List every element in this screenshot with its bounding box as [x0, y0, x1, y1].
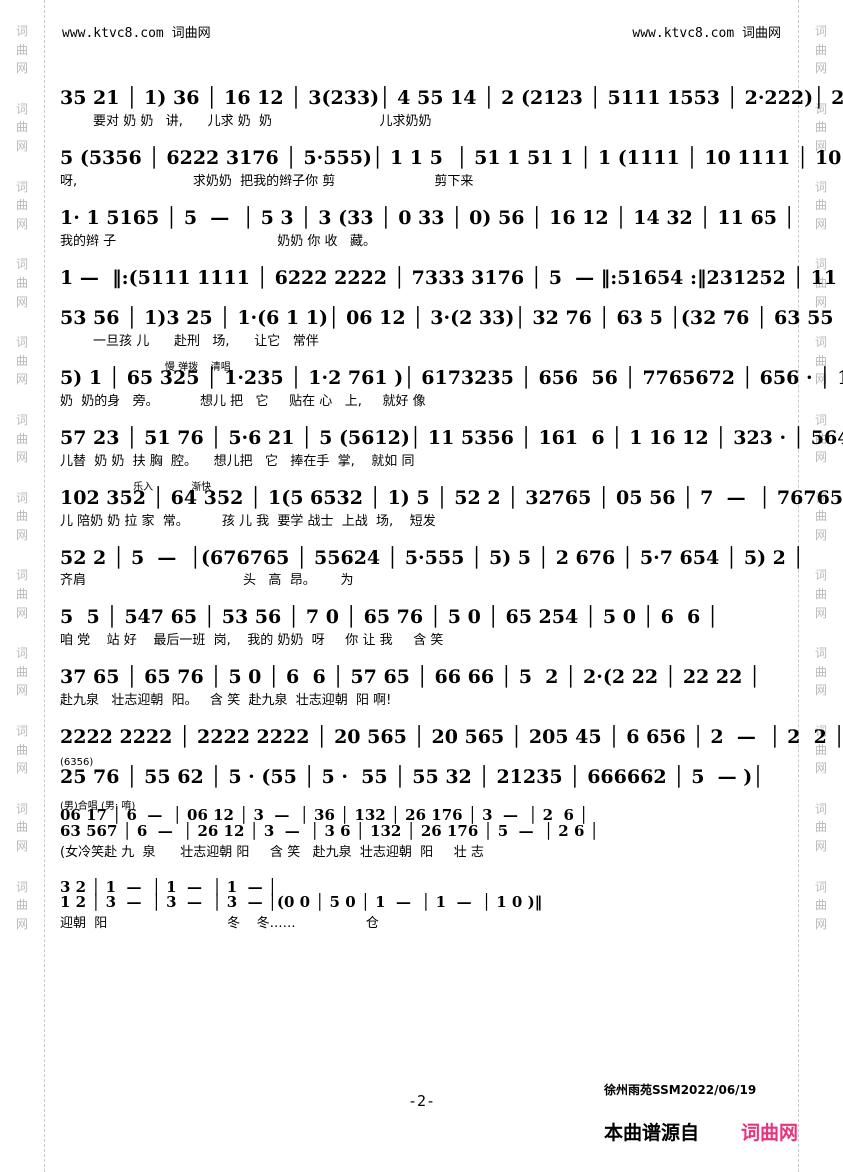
music-system: 52 2 │ 5 — │(676765 │ 55624 │ 5·555 │ 5)… — [44, 538, 804, 589]
system-notes-upper: 3 2 │ 1 — │ 1 — │ 1 — │ — [60, 877, 277, 896]
music-system: 2222 2222 │ 2222 2222 │ 20 565 │ 20 565 … — [44, 717, 843, 749]
watermark-char: 曲 — [15, 42, 28, 57]
watermark-block: 词曲网 — [814, 646, 827, 698]
watermark-block: 词曲网 — [814, 879, 827, 931]
system-lyrics: 一旦孩 儿 赴刑 场, 让它 常伴 — [60, 333, 319, 349]
music-system: 慢 弹拨 清唱 5) 1 │ 65 325 │ 1·235 │ 1·2 761 … — [44, 358, 843, 409]
header-right: www.ktvc8.com 词曲网 — [632, 22, 781, 41]
watermark-block: 词曲网 — [15, 490, 28, 542]
watermark-block: 词曲网 — [15, 179, 28, 231]
music-system: 57 23 │ 51 76 │ 5·6 21 │ 5 (5612)│ 11 53… — [44, 418, 843, 469]
system-notes-upper: 06 17 │ 6 — │ 06 12 │ 3 — │ 36 │ 132 │ 2… — [60, 806, 589, 825]
system-notes-lower: 63 567 │ 6 — │ 26 12 │ 3 — │ 3 6 │ 132 │… — [60, 821, 599, 840]
system-notes: 5 (5356 │ 6222 3176 │ 5·555)│ 1 1 5 │ 51… — [60, 146, 842, 169]
system-lyrics: 呀, 求奶奶 把我的辫子你 剪 剪下来 — [60, 173, 474, 189]
system-lyrics: (女冷笑赴 九 泉 壮志迎朝 阳 含 笑 赴九泉 壮志迎朝 阳 壮 志 — [60, 844, 484, 860]
system-notes: 53 56 │ 1)3 25 │ 1·(6 1 1)│ 06 12 │ 3·(2… — [60, 306, 843, 329]
header-left-site: 词曲网 — [171, 26, 211, 41]
page-header: www.ktvc8.com 词曲网 www.ktvc8.com 词曲网 — [0, 22, 843, 41]
system-notes: 37 65 │ 65 76 │ 5 0 │ 6 6 │ 57 65 │ 66 6… — [60, 666, 761, 689]
watermark-char: 网 — [15, 61, 28, 76]
watermark-gutter-right: 词曲网 词曲网 词曲网 词曲网 词曲网 词曲网 词曲网 词曲网 词曲网 词曲网 … — [798, 0, 843, 1172]
page-number: -2- — [407, 1092, 436, 1110]
watermark-block: 词曲网 — [814, 568, 827, 620]
system-lyrics: 赴九泉 壮志迎朝 阳。 含 笑 赴九泉 壮志迎朝 阳 啊! — [60, 693, 392, 709]
music-system: (6356) 25 76 │ 55 62 │ 5 · (55 │ 5 · 55 … — [44, 757, 799, 788]
music-system: 1· 1 5165 │ 5 — │ 5 3 │ 3 (33 │ 0 33 │ 0… — [44, 198, 799, 249]
system-notes: 2222 2222 │ 2222 2222 │ 20 565 │ 20 565 … — [60, 726, 843, 749]
score-body: 35 21 │ 1) 36 │ 16 12 │ 3(233)│ 4 55 14 … — [44, 78, 843, 940]
credit-line: 徐州雨苑SSM2022/06/19 — [604, 1083, 757, 1097]
music-system: 35 21 │ 1) 36 │ 16 12 │ 3(233)│ 4 55 14 … — [44, 78, 843, 129]
watermark-block: 词曲网 — [16, 22, 28, 78]
system-lyrics: 要对 奶 奶 讲, 儿求 奶 奶 儿求奶奶 — [60, 113, 432, 129]
system-notes: 25 76 │ 55 62 │ 5 · (55 │ 5 · 55 │ 55 32… — [60, 766, 764, 789]
watermark-block: 词曲网 — [15, 801, 28, 853]
watermark-block: 词曲网 — [15, 724, 28, 776]
source-brand[interactable]: 词曲网 — [741, 1122, 799, 1144]
system-lyrics: 儿替 奶 奶 扶 胸 腔。 想儿把 它 捧在手 掌, 就如 同 — [60, 453, 415, 469]
watermark-block: 词曲网 — [15, 412, 28, 465]
music-system: 53 56 │ 1)3 25 │ 1·(6 1 1)│ 06 12 │ 3·(2… — [44, 298, 843, 349]
header-left: www.ktvc8.com 词曲网 — [62, 22, 211, 41]
music-system: 37 65 │ 65 76 │ 5 0 │ 6 6 │ 57 65 │ 66 6… — [44, 657, 799, 708]
system-annotation: 乐入 渐快 — [60, 481, 212, 493]
watermark-block: 词曲网 — [814, 179, 827, 231]
system-annotation: (男)合唱 (男: 唷) — [60, 801, 136, 813]
watermark-block: 词曲网 — [15, 101, 28, 153]
system-notes: 1· 1 5165 │ 5 — │ 5 3 │ 3 (33 │ 0 33 │ 0… — [60, 206, 795, 229]
header-right-site: 词曲网 — [741, 26, 781, 41]
music-system-harmony: 3 2 │ 1 — │ 1 — │ 1 — │ 1 2 │ 3 — │ 3 — … — [44, 869, 799, 932]
watermark-block: 词曲网 — [15, 879, 28, 931]
watermark-block: 词曲网 — [15, 646, 28, 698]
system-lyrics: 奶 奶的身 旁。 想儿 把 它 贴在 心 上, 就好 像 — [60, 393, 426, 409]
watermark-block: 词曲网 — [814, 24, 827, 76]
system-lyrics: 我的辫 子 奶奶 你 收 藏。 — [60, 233, 376, 249]
system-notes: 5 5 │ 547 65 │ 53 56 │ 7 0 │ 65 76 │ 5 0… — [60, 606, 719, 629]
music-system: 5 5 │ 547 65 │ 53 56 │ 7 0 │ 65 76 │ 5 0… — [44, 597, 799, 648]
watermark-block: 词曲网 — [814, 335, 827, 387]
watermark-block: 词曲网 — [814, 101, 827, 153]
watermark-block: 词曲网 — [814, 490, 827, 542]
system-notes: 1 — ‖:(5111 1111 │ 6222 2222 │ 7333 3176… — [60, 266, 837, 289]
system-lyrics: 齐肩 头 高 昂。 为 — [60, 573, 354, 589]
watermark-block: 词曲网 — [15, 335, 28, 387]
music-system: 1 — ‖:(5111 1111 │ 6222 2222 │ 7333 3176… — [44, 258, 837, 289]
source-bar: 本曲谱源自 词曲网 — [604, 1118, 798, 1145]
system-lyrics: 咱 党 站 好 最后一班 岗, 我的 奶奶 呀 你 让 我 含 笑 — [60, 633, 444, 649]
watermark-block: 词曲网 — [814, 412, 827, 465]
system-bracket-annotation: (6356) — [60, 757, 94, 769]
watermark-block: 词曲网 — [15, 568, 28, 620]
system-lyrics: 迎朝 阳 冬 冬…… 仓 — [60, 916, 379, 932]
system-notes: 5) 1 │ 65 325 │ 1·235 │ 1·2 761 )│ 61732… — [60, 366, 843, 389]
system-notes: 52 2 │ 5 — │(676765 │ 55624 │ 5·555 │ 5)… — [60, 546, 804, 569]
system-lyrics: 儿 陪奶 奶 拉 家 常。 孩 儿 我 要学 战士 上战 场, 短发 — [60, 513, 436, 529]
system-notes: 102 352 │ 64 352 │ 1(5 6532 │ 1) 5 │ 52 … — [60, 486, 843, 509]
source-label: 本曲谱源自 — [604, 1122, 700, 1144]
watermark-block: 词曲网 — [15, 257, 28, 309]
system-annotation: 慢 弹拨 清唱 — [60, 361, 231, 373]
watermark-gutter-left: 词曲网 词曲网 词曲网 词曲网 词曲网 词曲网 词曲网 词曲网 词曲网 词曲网 … — [0, 0, 45, 1172]
header-right-url: www.ktvc8.com — [632, 26, 735, 41]
system-notes: 35 21 │ 1) 36 │ 16 12 │ 3(233)│ 4 55 14 … — [60, 87, 843, 109]
watermark-block: 词曲网 — [814, 257, 827, 309]
watermark-char: 词 — [15, 24, 28, 38]
system-notes: 57 23 │ 51 76 │ 5·6 21 │ 5 (5612)│ 11 53… — [60, 426, 843, 449]
music-system: 5 (5356 │ 6222 3176 │ 5·555)│ 1 1 5 │ 51… — [44, 138, 842, 189]
system-notes-lower: 1 2 │ 3 — │ 3 — │ 3 — │(0 0 │ 5 0 │ 1 — … — [60, 893, 543, 912]
watermark-block: 词曲网 — [814, 724, 827, 776]
header-left-url: www.ktvc8.com — [62, 26, 164, 41]
watermark-block: 词曲网 — [814, 801, 827, 853]
music-system: 乐入 渐快 102 352 │ 64 352 │ 1(5 6532 │ 1) 5… — [44, 478, 843, 529]
music-system-harmony: (男)合唱 (男: 唷) 06 17 │ 6 — │ 06 12 │ 3 — │… — [44, 797, 799, 860]
